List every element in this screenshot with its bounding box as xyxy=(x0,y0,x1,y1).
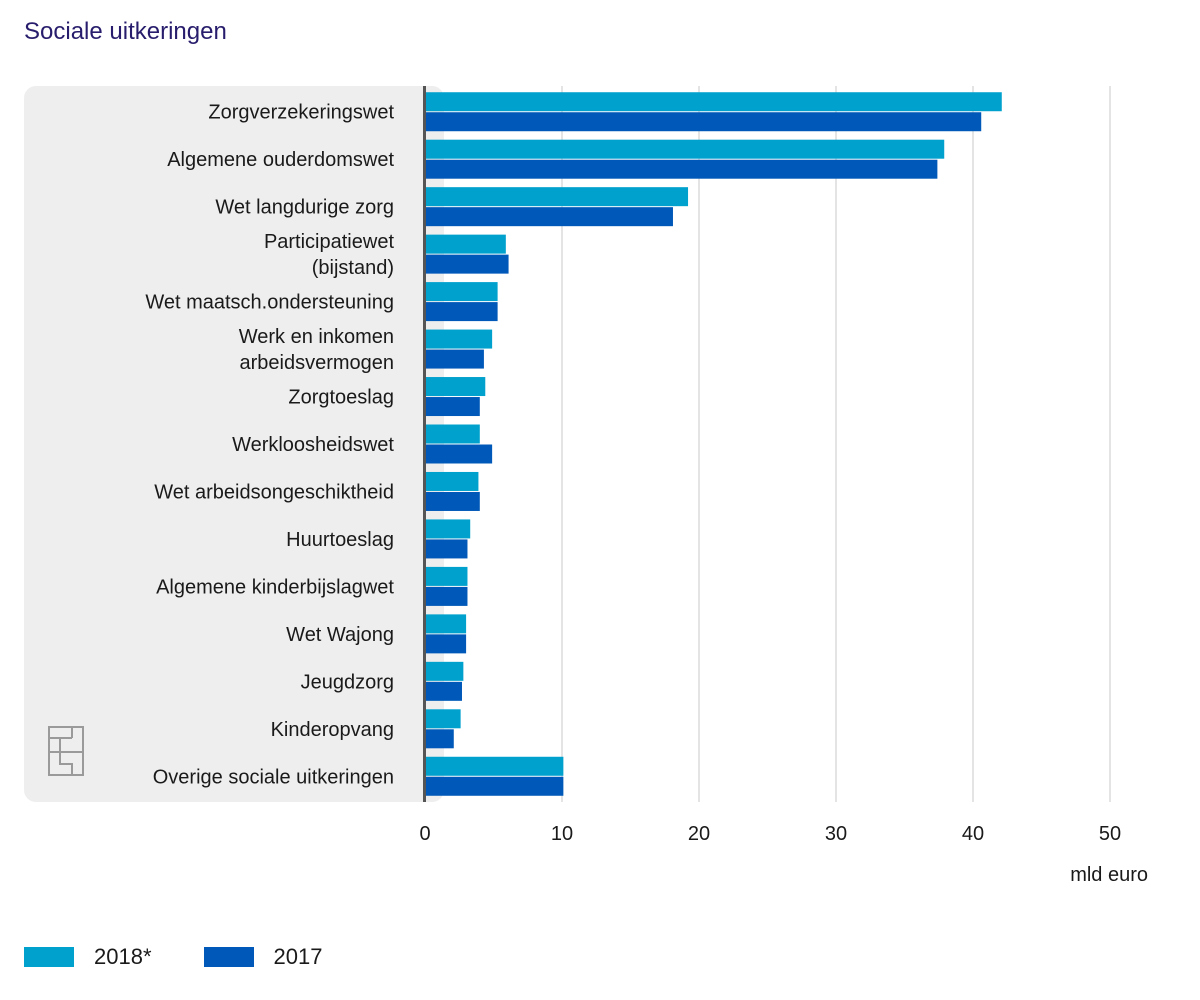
category-label: Participatiewet (bijstand) xyxy=(264,231,395,279)
bar-2017-8 xyxy=(425,491,480,511)
bar-2018-13 xyxy=(425,709,461,729)
category-label: Jeugdzorg xyxy=(301,671,394,693)
bar-2018-6 xyxy=(425,377,486,397)
bar-2018-0 xyxy=(425,92,1002,112)
bar-2018-14 xyxy=(425,756,564,776)
category-label: Overige sociale uitkeringen xyxy=(153,766,394,788)
bar-2018-5 xyxy=(425,329,493,349)
bar-2018-2 xyxy=(425,187,689,207)
bar-2017-2 xyxy=(425,207,673,227)
category-label: Wet arbeidsongeschiktheid xyxy=(154,481,394,503)
legend-label-2017: 2017 xyxy=(273,944,323,969)
bar-2017-13 xyxy=(425,729,454,749)
bar-2018-7 xyxy=(425,424,480,444)
bar-2018-11 xyxy=(425,614,467,634)
bar-2017-5 xyxy=(425,349,484,369)
bar-2017-7 xyxy=(425,444,493,464)
bar-2017-10 xyxy=(425,586,468,606)
category-label: Kinderopvang xyxy=(271,719,394,741)
bar-2018-10 xyxy=(425,566,468,586)
x-axis-unit-label: mld euro xyxy=(1070,864,1148,886)
cbs-logo-icon xyxy=(48,726,84,776)
y-axis-line xyxy=(423,86,426,802)
bar-2017-0 xyxy=(425,112,982,132)
x-tick-label: 10 xyxy=(551,823,573,845)
category-label: Wet langdurige zorg xyxy=(215,197,394,219)
category-label: Huurtoeslag xyxy=(286,529,394,551)
bar-2017-14 xyxy=(425,776,564,796)
legend-swatch-2017 xyxy=(203,947,254,967)
bar-2017-1 xyxy=(425,159,938,179)
category-label: Algemene ouderdomswet xyxy=(167,149,394,171)
category-label: Werk en inkomen arbeidsvermogen xyxy=(239,326,394,374)
legend-item-2017: 2017 xyxy=(203,944,323,970)
legend-item-2018: 2018* xyxy=(24,944,152,970)
category-label: Zorgverzekeringswet xyxy=(208,102,394,124)
bar-2018-4 xyxy=(425,282,498,302)
legend-label-2018: 2018* xyxy=(94,944,152,969)
bar-2018-1 xyxy=(425,139,945,159)
chart-title: Sociale uitkeringen xyxy=(24,18,227,45)
bar-2018-3 xyxy=(425,234,506,254)
category-label: Zorgtoeslag xyxy=(288,387,394,409)
bar-2017-9 xyxy=(425,539,468,559)
x-tick-label: 20 xyxy=(688,823,710,845)
x-tick-label: 0 xyxy=(419,823,430,845)
category-label: Wet Wajong xyxy=(286,624,394,646)
bar-2017-3 xyxy=(425,254,509,274)
legend-swatch-2018 xyxy=(24,947,74,967)
bars xyxy=(425,92,1002,796)
bar-2017-6 xyxy=(425,397,480,417)
bar-2017-12 xyxy=(425,681,462,701)
bar-2017-11 xyxy=(425,634,467,654)
grid-lines xyxy=(561,86,1111,802)
category-label: Algemene kinderbijslagwet xyxy=(156,576,394,598)
bar-2017-4 xyxy=(425,302,498,322)
bar-2018-12 xyxy=(425,661,464,681)
label-panel-edge xyxy=(404,86,424,802)
x-tick-labels: 0 10 20 30 40 50 xyxy=(419,823,1121,845)
bar-2018-8 xyxy=(425,471,479,491)
legend: 2018* 2017 xyxy=(24,944,374,970)
bar-2018-9 xyxy=(425,519,471,539)
category-label: Wet maatsch.ondersteuning xyxy=(145,292,394,314)
x-tick-label: 30 xyxy=(825,823,847,845)
x-tick-label: 50 xyxy=(1099,823,1121,845)
x-tick-label: 40 xyxy=(962,823,984,845)
category-label: Werkloosheidswet xyxy=(232,434,394,456)
label-panel xyxy=(24,86,444,802)
category-labels: Zorgverzekeringswet Algemene ouderdomswet… xyxy=(145,102,394,789)
